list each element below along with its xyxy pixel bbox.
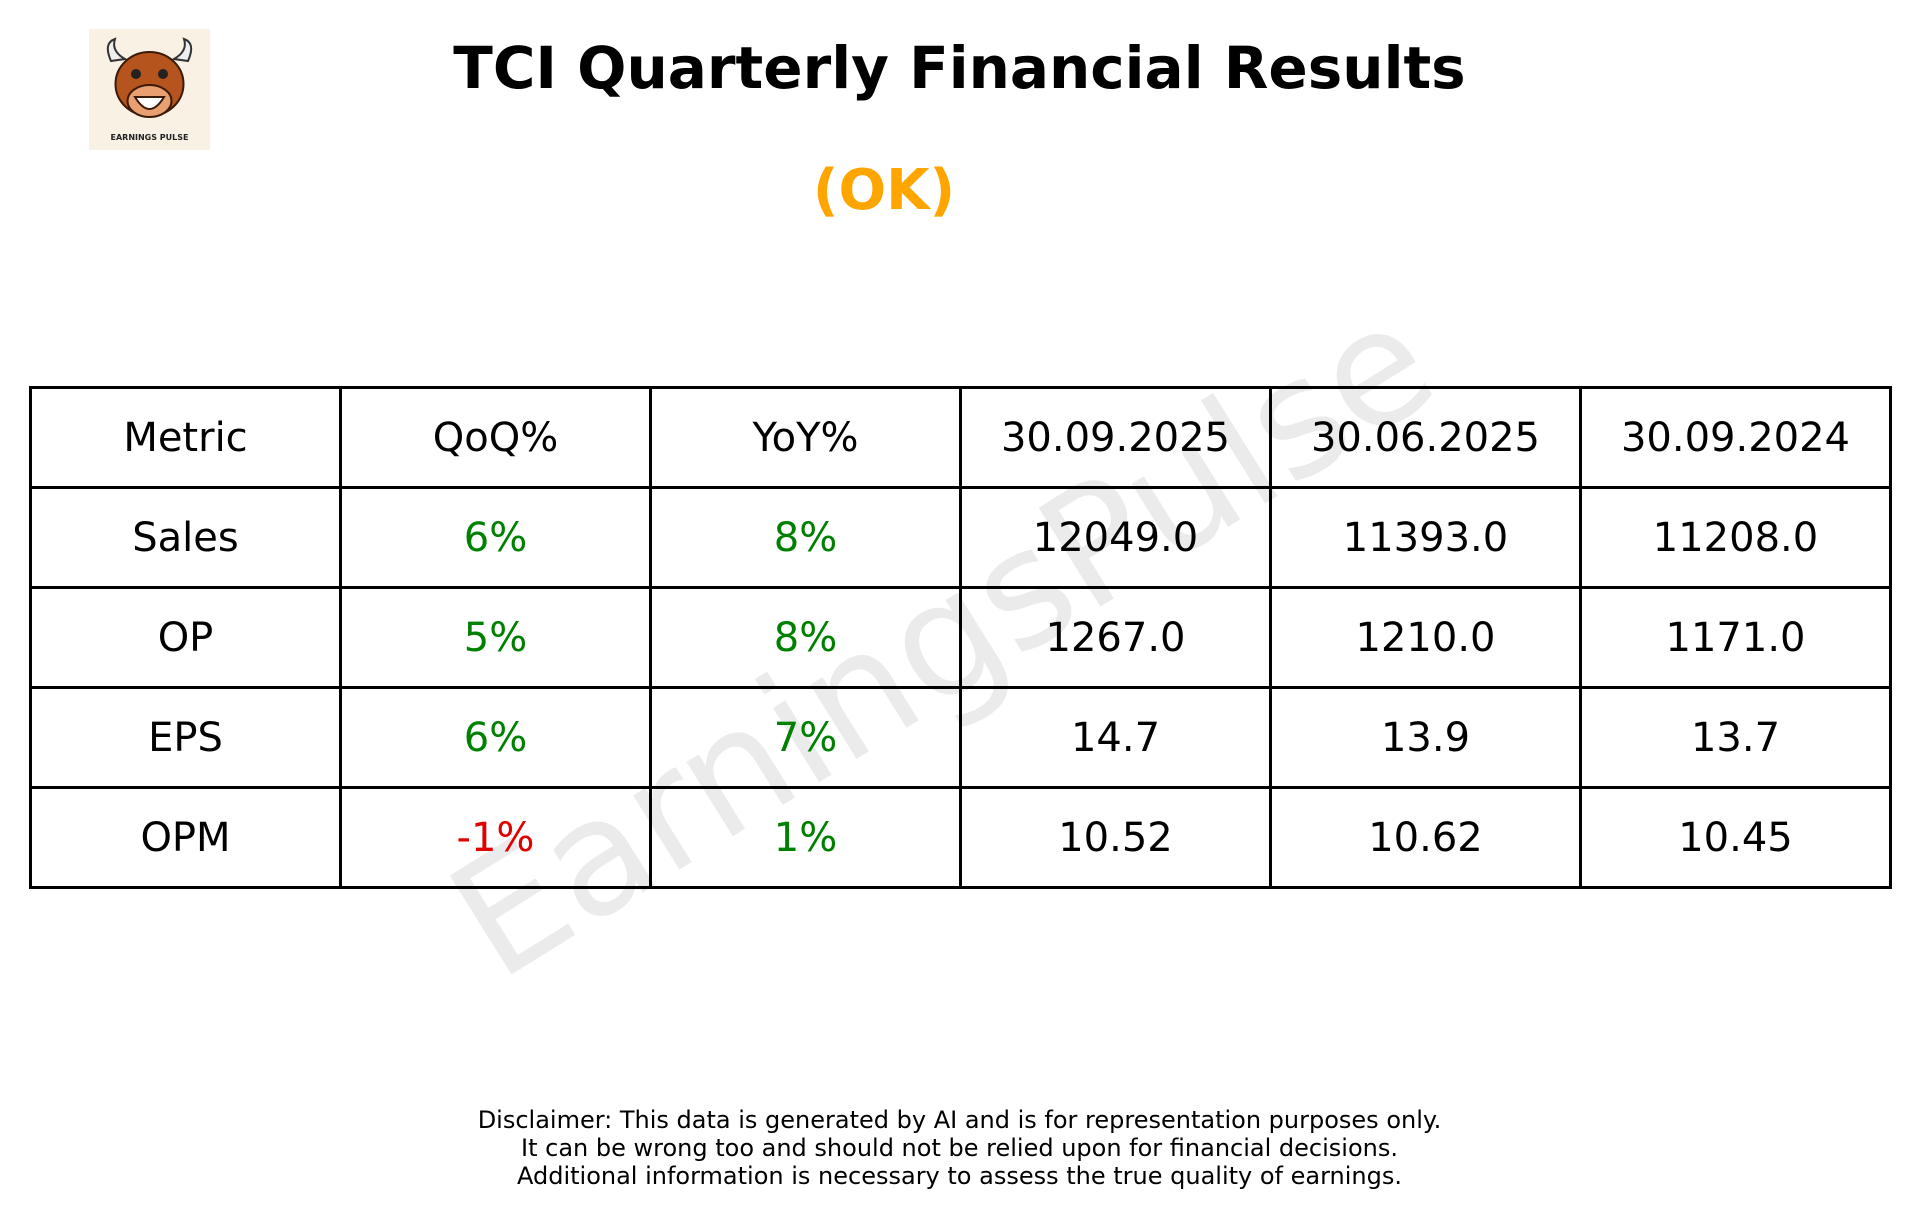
column-header: Metric [29, 386, 342, 489]
logo-caption: EARNINGS PULSE [111, 133, 189, 142]
column-header: 30.06.2025 [1269, 386, 1582, 489]
header-row: Metric QoQ% YoY% 30.09.2025 30.06.2025 30.09.… [29, 386, 1892, 489]
disclaimer: Disclaimer: This data is generated by AI… [0, 1106, 1919, 1190]
cell: 11208.0 [1579, 486, 1892, 589]
title: TCI Quarterly Financial Results [453, 34, 1466, 102]
disclaimer-line: It can be wrong too and should not be re… [521, 1134, 1398, 1162]
status: (OK) [812, 158, 956, 223]
cell: 7% [649, 686, 962, 789]
cell: 1% [649, 786, 962, 889]
table-row: Sales 6% 8% 12049.0 11393.0 11208.0 [29, 486, 1892, 589]
cell: 8% [649, 586, 962, 689]
cell: 12049.0 [959, 486, 1272, 589]
cell: 8% [649, 486, 962, 589]
table-row: OP 5% 8% 1267.0 1210.0 1171.0 [29, 586, 1892, 689]
cell: 1210.0 [1269, 586, 1582, 689]
cell: 6% [339, 486, 652, 589]
row-label: EPS [29, 686, 342, 789]
row-label: OP [29, 586, 342, 689]
cell: 10.62 [1269, 786, 1582, 889]
cell: -1% [339, 786, 652, 889]
row-label: OPM [29, 786, 342, 889]
disclaimer-line: Additional information is necessary to a… [516, 1162, 1402, 1190]
column-header: YoY% [649, 386, 962, 489]
logo: EARNINGS PULSE [89, 29, 210, 150]
cell: 14.7 [959, 686, 1272, 789]
cell: 10.45 [1579, 786, 1892, 889]
column-header: QoQ% [339, 386, 652, 489]
cell: 1267.0 [959, 586, 1272, 689]
cell: 13.7 [1579, 686, 1892, 789]
column-header: 30.09.2024 [1579, 386, 1892, 489]
cell: 11393.0 [1269, 486, 1582, 589]
column-header: 30.09.2025 [959, 386, 1272, 489]
cell: 13.9 [1269, 686, 1582, 789]
disclaimer-line: Disclaimer: This data is generated by AI… [477, 1106, 1442, 1134]
table-row: EPS 6% 7% 14.7 13.9 13.7 [29, 686, 1892, 789]
cell: 5% [339, 586, 652, 689]
cell: 6% [339, 686, 652, 789]
table-row: OPM -1% 1% 10.52 10.62 10.45 [29, 786, 1892, 889]
results-table: Metric QoQ% YoY% 30.09.2025 30.06.2025 30.09.… [29, 386, 1892, 889]
row-label: Sales [29, 486, 342, 589]
cell: 10.52 [959, 786, 1272, 889]
cell: 1171.0 [1579, 586, 1892, 689]
